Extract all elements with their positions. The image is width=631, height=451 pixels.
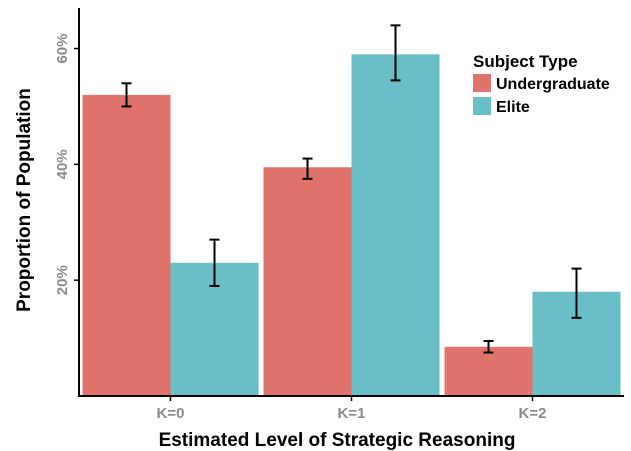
x-axis-title: Estimated Level of Strategic Reasoning bbox=[159, 430, 516, 451]
legend: Subject Type Undergraduate Elite bbox=[473, 52, 610, 116]
error-bars bbox=[121, 24, 582, 354]
legend-label-elite: Elite bbox=[496, 99, 530, 116]
bars bbox=[82, 54, 621, 397]
bar-undergraduate bbox=[263, 167, 352, 396]
error-bar-elite bbox=[209, 238, 220, 287]
x-tick-label: K=1 bbox=[338, 405, 366, 422]
error-bar-elite bbox=[571, 267, 582, 319]
y-tick-label: 60% bbox=[54, 34, 71, 64]
error-bar-undergraduate bbox=[302, 157, 313, 180]
legend-title: Subject Type bbox=[473, 52, 578, 71]
x-ticks: K=0 K=1 K=2 bbox=[157, 396, 547, 422]
error-bar-elite bbox=[390, 24, 401, 82]
error-bar-undergraduate bbox=[483, 339, 494, 354]
y-tick-label: 20% bbox=[54, 265, 71, 295]
y-tick-label: 40% bbox=[54, 149, 71, 179]
x-tick-label: K=2 bbox=[519, 405, 547, 422]
y-axis-title: Proportion of Population bbox=[14, 88, 35, 312]
bar-undergraduate bbox=[82, 94, 171, 397]
error-bar-undergraduate bbox=[121, 82, 132, 108]
bar-undergraduate bbox=[444, 346, 533, 396]
legend-swatch-elite bbox=[473, 97, 491, 115]
y-ticks: 20% 40% 60% bbox=[54, 34, 79, 295]
legend-label-undergraduate: Undergraduate bbox=[496, 76, 610, 93]
legend-swatch-undergraduate bbox=[473, 74, 491, 92]
x-tick-label: K=0 bbox=[157, 405, 185, 422]
bar-elite bbox=[351, 54, 440, 396]
